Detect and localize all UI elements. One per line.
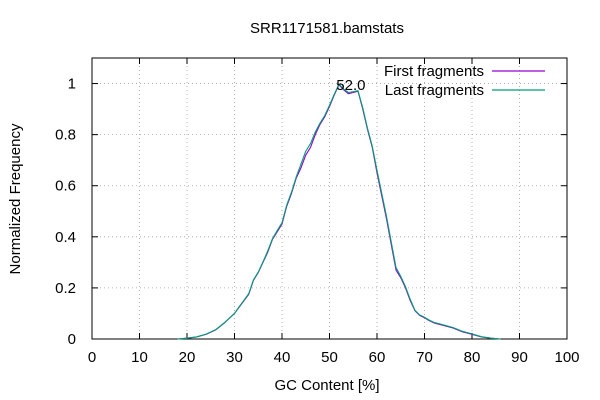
y-tick-label: 0 — [68, 331, 76, 348]
x-tick-label: 50 — [321, 349, 338, 366]
y-tick-label: 1 — [68, 76, 76, 93]
x-tick-label: 90 — [511, 349, 528, 366]
x-tick-label: 100 — [554, 349, 579, 366]
x-tick-label: 20 — [179, 349, 196, 366]
y-tick-label: 0.4 — [55, 229, 76, 246]
grid-layer — [92, 58, 567, 339]
y-axis-label: Normalized Frequency — [7, 123, 24, 274]
legend: First fragments Last fragments — [384, 63, 545, 99]
y-tick-label: 0.6 — [55, 178, 76, 195]
y-tick-label: 0.2 — [55, 280, 76, 297]
y-tick-label: 0.8 — [55, 127, 76, 144]
x-axis-label: GC Content [%] — [274, 377, 379, 394]
peak-annotation: 52.0 — [336, 77, 365, 94]
series-layer — [177, 83, 501, 340]
x-tick-label: 60 — [369, 349, 386, 366]
x-tick-label: 10 — [131, 349, 148, 366]
x-tick-label: 70 — [416, 349, 433, 366]
series-line-first-fragments — [177, 84, 501, 340]
x-tick-label: 0 — [88, 349, 96, 366]
ticks-layer: 0 10 20 30 40 50 60 70 80 90 100 0 0.2 0.4 0.6 0.8 1 — [55, 58, 580, 366]
legend-label-first-fragments: First fragments — [384, 63, 484, 80]
chart-title: SRR1171581.bamstats — [250, 20, 404, 37]
series-line-last-fragments — [177, 83, 501, 340]
x-tick-label: 80 — [464, 349, 481, 366]
x-tick-label: 30 — [226, 349, 243, 366]
legend-label-last-fragments: Last fragments — [385, 82, 484, 99]
x-tick-label: 40 — [274, 349, 291, 366]
